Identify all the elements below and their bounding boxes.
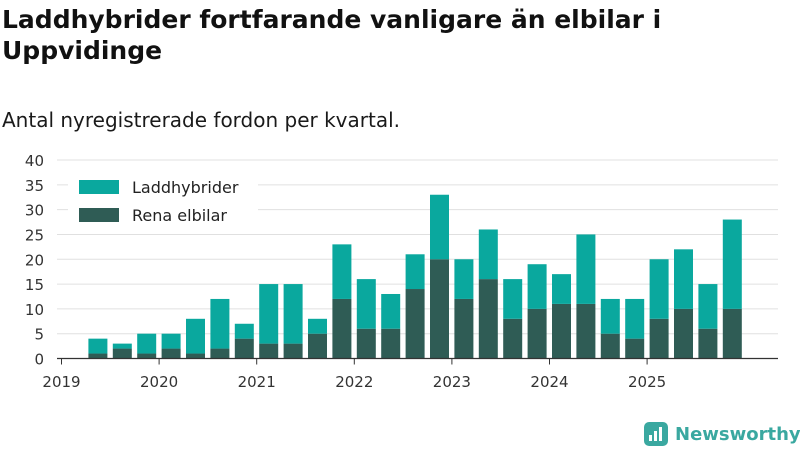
bar-laddhybrider xyxy=(332,244,352,299)
bar-rena-elbilar xyxy=(600,333,620,359)
bar-rena-elbilar xyxy=(283,343,303,359)
bar-laddhybrider xyxy=(381,293,401,329)
chart-title: Laddhybrider fortfarande vanligare än el… xyxy=(2,5,662,65)
bar-rena-elbilar xyxy=(503,318,523,359)
newsworthy-logo-icon xyxy=(644,422,668,446)
bar-rena-elbilar xyxy=(137,353,157,359)
x-tick-label: 2022 xyxy=(335,373,373,391)
bar-rena-elbilar xyxy=(210,348,230,359)
bar-laddhybrider xyxy=(503,279,523,319)
bar-rena-elbilar xyxy=(454,298,474,359)
bar-rena-elbilar xyxy=(576,303,596,359)
bar-rena-elbilar xyxy=(698,328,718,359)
bar-laddhybrider xyxy=(552,274,571,304)
bar-laddhybrider xyxy=(576,234,596,304)
newsworthy-logo: Newsworthy xyxy=(644,420,800,448)
bar-laddhybrider xyxy=(137,333,157,354)
bar-laddhybrider xyxy=(88,338,108,354)
y-tick-label: 15 xyxy=(25,276,44,294)
bar-laddhybrider xyxy=(674,249,693,309)
bar-laddhybrider xyxy=(186,318,205,354)
bar-rena-elbilar xyxy=(381,328,401,359)
bar-laddhybrider xyxy=(649,259,669,319)
y-tick-label: 5 xyxy=(34,326,44,344)
bar-rena-elbilar xyxy=(625,338,645,359)
bar-laddhybrider xyxy=(454,259,474,299)
bar-laddhybrider xyxy=(161,333,181,349)
newsworthy-logo-text: Newsworthy xyxy=(675,423,800,445)
bar-laddhybrider xyxy=(722,219,742,309)
bar-laddhybrider xyxy=(308,318,327,334)
bar-rena-elbilar xyxy=(674,308,693,359)
bar-rena-elbilar xyxy=(234,338,254,359)
x-tick-label: 2021 xyxy=(238,373,276,391)
bar-laddhybrider xyxy=(234,323,254,339)
bar-laddhybrider xyxy=(210,298,230,349)
x-tick-label: 2025 xyxy=(628,373,666,391)
y-tick-label: 40 xyxy=(25,152,44,170)
y-tick-label: 25 xyxy=(25,226,44,244)
bar-laddhybrider xyxy=(405,254,425,290)
bar-laddhybrider xyxy=(527,264,547,309)
legend-label: Rena elbilar xyxy=(132,206,227,225)
bar-rena-elbilar xyxy=(649,318,669,359)
bar-laddhybrider xyxy=(478,229,498,280)
bar-rena-elbilar xyxy=(161,348,181,359)
bar-rena-elbilar xyxy=(88,353,108,359)
bar-rena-elbilar xyxy=(552,303,571,359)
chart-subtitle: Antal nyregistrerade fordon per kvartal. xyxy=(2,108,401,132)
y-tick-label: 30 xyxy=(25,202,44,220)
bar-rena-elbilar xyxy=(308,333,327,359)
y-tick-label: 35 xyxy=(25,177,44,195)
bar-laddhybrider xyxy=(600,298,620,334)
x-tick-label: 2019 xyxy=(42,373,80,391)
x-tick-label: 2024 xyxy=(530,373,568,391)
x-tick-label: 2020 xyxy=(140,373,178,391)
bar-rena-elbilar xyxy=(112,348,132,359)
bar-laddhybrider xyxy=(625,298,645,339)
bar-laddhybrider xyxy=(112,343,132,349)
y-tick-label: 0 xyxy=(34,351,44,369)
bar-rena-elbilar xyxy=(722,308,742,359)
bar-rena-elbilar xyxy=(186,353,205,359)
bar-laddhybrider xyxy=(283,284,303,344)
bar-rena-elbilar xyxy=(405,289,425,359)
bar-rena-elbilar xyxy=(527,308,547,359)
legend-label: Laddhybrider xyxy=(132,178,239,197)
bar-laddhybrider xyxy=(698,284,718,329)
bar-rena-elbilar xyxy=(356,328,376,359)
legend-swatch xyxy=(79,180,119,194)
bar-rena-elbilar xyxy=(478,279,498,359)
bar-rena-elbilar xyxy=(430,259,449,359)
bar-laddhybrider xyxy=(356,279,376,329)
bar-rena-elbilar xyxy=(332,298,352,359)
y-tick-label: 20 xyxy=(25,251,44,269)
bar-laddhybrider xyxy=(430,194,449,260)
bar-laddhybrider xyxy=(259,284,279,344)
legend-swatch xyxy=(79,208,119,222)
x-tick-label: 2023 xyxy=(433,373,471,391)
y-tick-label: 10 xyxy=(25,301,44,319)
bar-rena-elbilar xyxy=(259,343,279,359)
